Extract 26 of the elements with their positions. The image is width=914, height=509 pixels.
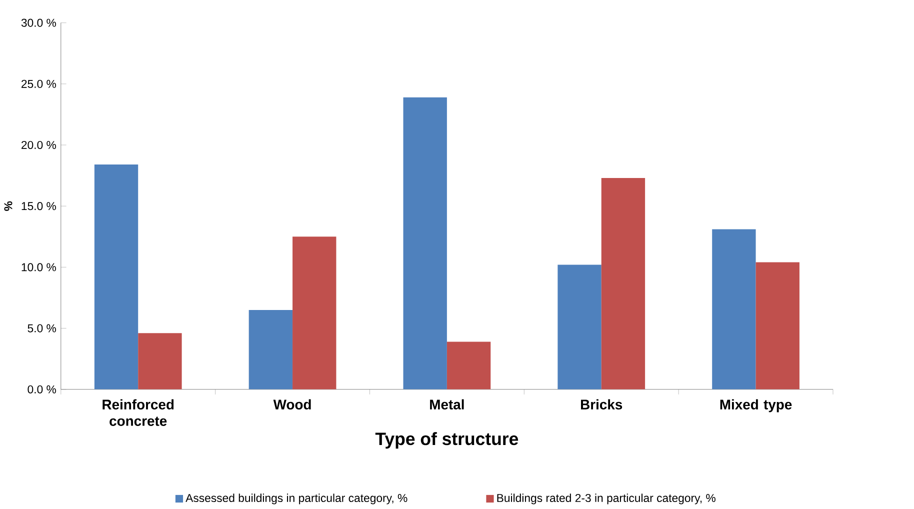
x-tick-label: Bricks — [581, 399, 622, 410]
bar — [558, 264, 602, 390]
legend-label: Buildings rated 2-3 in particular category, % — [497, 494, 716, 504]
x-tick-label: Metal — [430, 399, 464, 410]
y-tick-label: 0.0 % — [28, 385, 56, 394]
bar — [712, 229, 756, 390]
bar — [756, 262, 800, 390]
bar — [138, 333, 182, 390]
x-tick-label: Wood — [273, 399, 311, 410]
y-tick-label: 5.0 % — [28, 324, 56, 332]
y-tick-label: 10.0 % — [22, 263, 56, 272]
y-tick-label: 30.0 % — [21, 18, 56, 27]
bar — [403, 97, 447, 390]
bar — [94, 164, 138, 390]
y-axis-title: % — [4, 201, 12, 211]
bar — [601, 178, 646, 390]
y-tick-label: 25.0 % — [22, 80, 56, 88]
y-tick-label: 20.0 % — [22, 140, 56, 150]
x-tick-label: Reinforced concrete — [102, 399, 174, 426]
x-axis-title: Type of structure — [375, 432, 518, 449]
y-tick-label: 15.0 % — [22, 202, 56, 210]
bar — [446, 342, 491, 390]
bar — [292, 236, 336, 390]
legend-label: Assessed buildings in particular category, % — [186, 494, 408, 504]
bar — [248, 310, 293, 390]
x-tick-label: Mixed type — [720, 399, 792, 412]
